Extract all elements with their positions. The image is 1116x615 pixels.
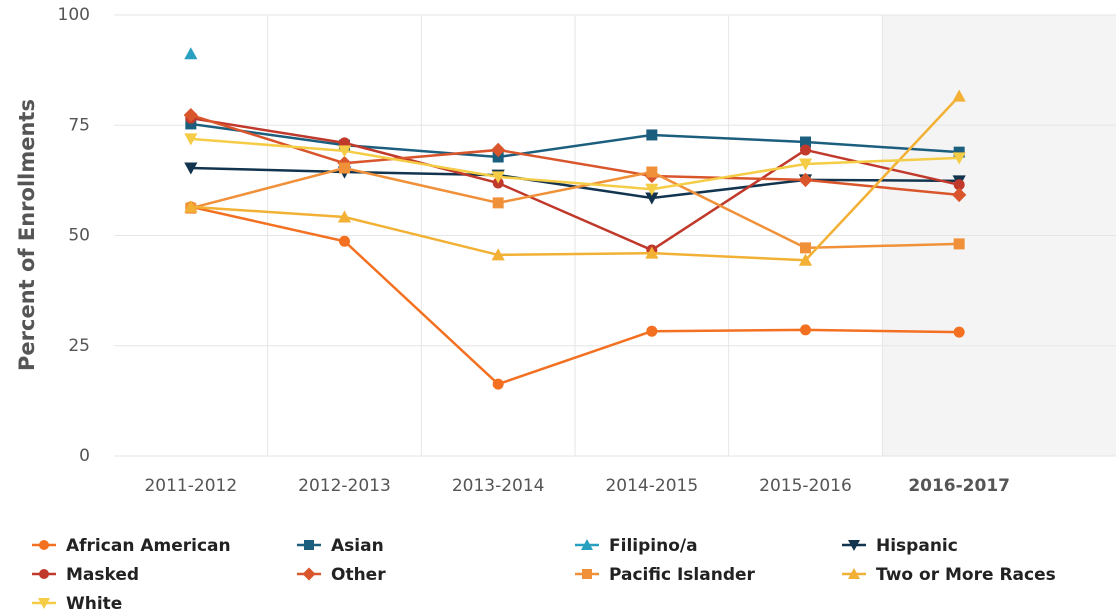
marker bbox=[798, 158, 813, 171]
legend-label: Pacific Islander bbox=[609, 565, 756, 585]
y-tick-label: 75 bbox=[68, 115, 90, 135]
marker bbox=[302, 567, 316, 581]
legend-label: African American bbox=[66, 536, 231, 556]
line bbox=[190, 113, 960, 197]
x-tick-label: 2016-2017 bbox=[908, 476, 1010, 496]
legend-label: Other bbox=[331, 565, 386, 585]
marker bbox=[337, 210, 352, 223]
legend-label: Asian bbox=[331, 536, 384, 556]
line bbox=[190, 205, 960, 386]
marker bbox=[492, 378, 504, 390]
marker bbox=[184, 200, 198, 213]
series bbox=[184, 133, 966, 196]
marker bbox=[800, 144, 811, 156]
marker bbox=[339, 162, 350, 174]
marker bbox=[800, 324, 811, 336]
marker bbox=[645, 192, 659, 205]
y-tick-label: 0 bbox=[79, 446, 90, 466]
marker bbox=[184, 47, 198, 60]
line bbox=[190, 166, 960, 250]
y-tick-label: 25 bbox=[68, 336, 90, 356]
marker bbox=[800, 136, 811, 148]
x-tick-label: 2014-2015 bbox=[605, 476, 698, 496]
marker bbox=[39, 569, 49, 579]
marker bbox=[646, 129, 658, 141]
y-tick-label: 100 bbox=[58, 5, 90, 25]
marker bbox=[952, 89, 966, 102]
series bbox=[184, 89, 966, 266]
marker bbox=[798, 172, 813, 188]
marker bbox=[953, 238, 965, 250]
marker bbox=[304, 540, 314, 550]
legend-label: Filipino/a bbox=[609, 536, 698, 556]
legend-label: Two or More Races bbox=[876, 565, 1056, 585]
marker bbox=[491, 142, 506, 158]
legend-label: White bbox=[66, 594, 122, 614]
marker bbox=[646, 166, 658, 178]
y-axis-label: Percent of Enrollments bbox=[15, 99, 39, 371]
marker bbox=[952, 152, 966, 165]
marker bbox=[952, 187, 967, 203]
x-tick-label: 2013-2014 bbox=[452, 476, 545, 496]
marker bbox=[848, 540, 860, 551]
marker bbox=[39, 540, 49, 550]
marker bbox=[491, 248, 505, 261]
line bbox=[190, 137, 960, 191]
marker bbox=[800, 242, 811, 254]
marker bbox=[582, 569, 592, 579]
marker bbox=[184, 162, 198, 175]
marker bbox=[492, 197, 504, 209]
marker bbox=[38, 598, 50, 609]
line bbox=[190, 95, 961, 262]
marker bbox=[185, 118, 197, 130]
marker bbox=[953, 146, 965, 158]
line bbox=[190, 116, 960, 252]
series bbox=[185, 201, 965, 390]
legend-label: Masked bbox=[66, 565, 139, 585]
marker bbox=[337, 145, 352, 158]
marker bbox=[645, 183, 659, 196]
legend-label: Hispanic bbox=[876, 536, 958, 556]
marker bbox=[848, 568, 860, 579]
marker bbox=[953, 326, 965, 338]
x-tick-label: 2012-2013 bbox=[298, 476, 391, 496]
marker bbox=[184, 133, 198, 146]
x-tick-label: 2015-2016 bbox=[759, 476, 852, 496]
marker bbox=[953, 179, 965, 191]
marker bbox=[581, 539, 593, 550]
line bbox=[190, 122, 960, 159]
y-tick-label: 50 bbox=[68, 226, 90, 246]
x-tick-label: 2011-2012 bbox=[144, 476, 237, 496]
marker bbox=[183, 107, 198, 123]
marker bbox=[645, 246, 659, 259]
marker bbox=[339, 235, 350, 247]
marker bbox=[646, 325, 658, 337]
marker bbox=[491, 171, 505, 184]
marker bbox=[798, 253, 813, 266]
series bbox=[184, 47, 198, 60]
